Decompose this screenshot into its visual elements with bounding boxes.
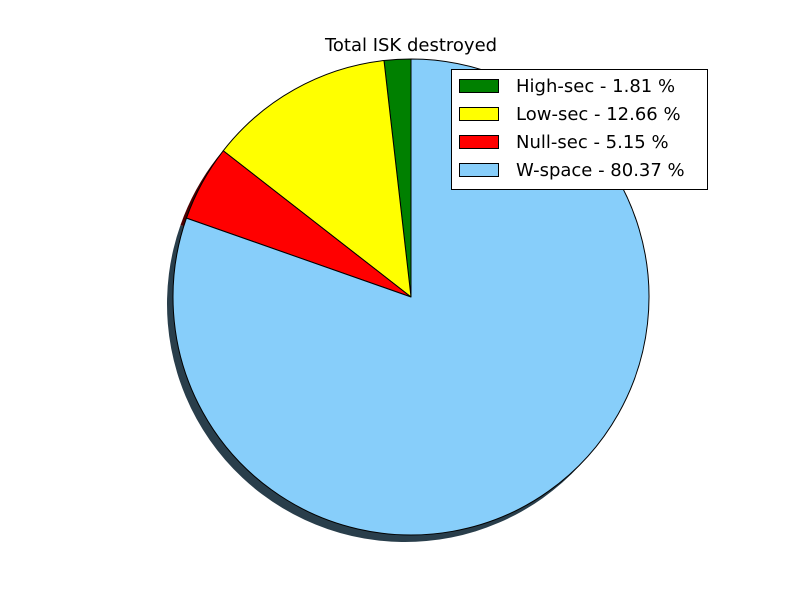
legend-swatch-low-sec: [459, 107, 499, 121]
legend-swatch-w-space: [459, 163, 499, 177]
legend-label-w-space: W-space - 80.37 %: [516, 160, 685, 181]
legend-label-null-sec: Null-sec - 5.15 %: [516, 132, 669, 153]
legend-entry-high-sec: High-sec - 1.81 %: [459, 75, 704, 99]
legend-label-high-sec: High-sec - 1.81 %: [516, 76, 676, 97]
legend-entry-null-sec: Null-sec - 5.15 %: [459, 131, 704, 155]
legend-label-low-sec: Low-sec - 12.66 %: [516, 104, 681, 125]
pie-slice-low-sec: [222, 60, 412, 298]
legend-swatch-null-sec: [459, 135, 499, 149]
chart-title: Total ISK destroyed: [324, 35, 498, 56]
legend-entry-w-space: W-space - 80.37 %: [459, 159, 704, 183]
legend-entry-low-sec: Low-sec - 12.66 %: [459, 103, 704, 127]
legend-swatch-high-sec: [459, 79, 499, 93]
legend: High-sec - 1.81 % Low-sec - 12.66 % Null…: [451, 69, 708, 190]
